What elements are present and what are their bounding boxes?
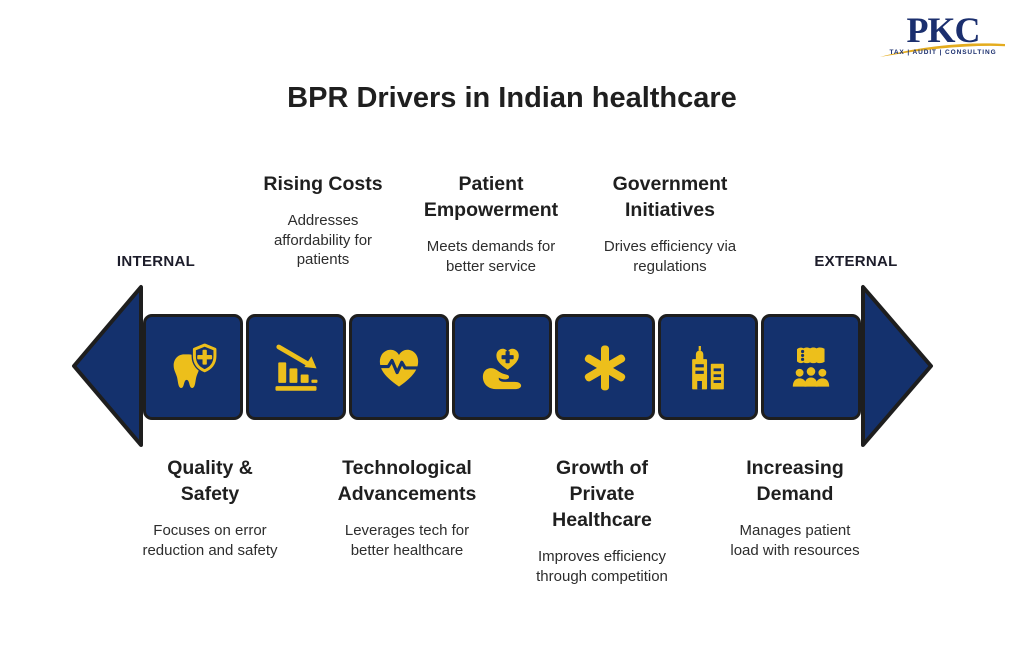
- logo-tagline: TAX | AUDIT | CONSULTING: [889, 49, 997, 56]
- driver-title: Rising Costs: [263, 173, 383, 195]
- driver-box-technological-advancements: [349, 314, 449, 420]
- driver-label-quality-safety: Quality & Safety Focuses on error reduct…: [104, 455, 316, 560]
- hand-holding-medical-heart-icon: [482, 348, 522, 390]
- driver-description: Meets demands for better service: [426, 238, 556, 275]
- star-of-life-icon: [584, 345, 626, 391]
- driver-description: Addresses affordability for patients: [273, 212, 373, 268]
- driver-label-government-initiatives: Government Initiatives Drives efficiency…: [564, 171, 776, 276]
- driver-box-quality-safety: [143, 314, 243, 420]
- right-arrowhead-icon: [861, 285, 933, 447]
- ticket-audience-icon: [792, 347, 830, 387]
- driver-title: Increasing Demand: [746, 457, 844, 505]
- heartbeat-heart-icon: [379, 349, 419, 387]
- driver-title: Quality & Safety: [167, 457, 253, 505]
- page-title: BPR Drivers in Indian healthcare: [287, 82, 737, 114]
- driver-box-growth-private-healthcare: [555, 314, 655, 420]
- left-arrowhead-icon: [72, 285, 143, 447]
- driver-description: Drives efficiency via regulations: [603, 238, 737, 275]
- driver-label-growth-private-healthcare: Growth of Private Healthcare Improves ef…: [496, 455, 708, 586]
- driver-box-increasing-demand: [761, 314, 861, 420]
- city-buildings-icon: [692, 346, 724, 390]
- internal-axis-label: INTERNAL: [116, 253, 196, 270]
- external-axis-label: EXTERNAL: [814, 253, 898, 270]
- logo-swoosh-icon: [880, 43, 1005, 57]
- driver-label-increasing-demand: Increasing Demand Manages patient load w…: [689, 455, 901, 560]
- driver-title: Government Initiatives: [612, 173, 728, 221]
- tooth-shield-icon: [173, 342, 218, 388]
- driver-description: Leverages tech for better healthcare: [344, 522, 470, 559]
- driver-box-rising-costs: [246, 314, 346, 420]
- declining-bar-chart-icon: [275, 344, 318, 391]
- driver-box-patient-empowerment: [452, 314, 552, 420]
- driver-description: Manages patient load with resources: [730, 522, 860, 559]
- driver-title: Patient Empowerment: [423, 173, 559, 221]
- driver-title: Growth of Private Healthcare: [552, 457, 652, 531]
- driver-box-government-initiatives: [658, 314, 758, 420]
- driver-label-technological-advancements: Technological Advancements Leverages tec…: [301, 455, 513, 560]
- driver-title: Technological Advancements: [337, 457, 477, 505]
- driver-label-patient-empowerment: Patient Empowerment Meets demands for be…: [385, 171, 597, 276]
- driver-description: Improves efficiency through competition: [536, 548, 668, 585]
- logo-wordmark: PKC: [906, 10, 981, 50]
- driver-label-rising-costs: Rising Costs Addresses affordability for…: [217, 171, 429, 270]
- driver-description: Focuses on error reduction and safety: [142, 522, 278, 559]
- pkc-logo: PKC TAX | AUDIT | CONSULTING: [878, 12, 1008, 68]
